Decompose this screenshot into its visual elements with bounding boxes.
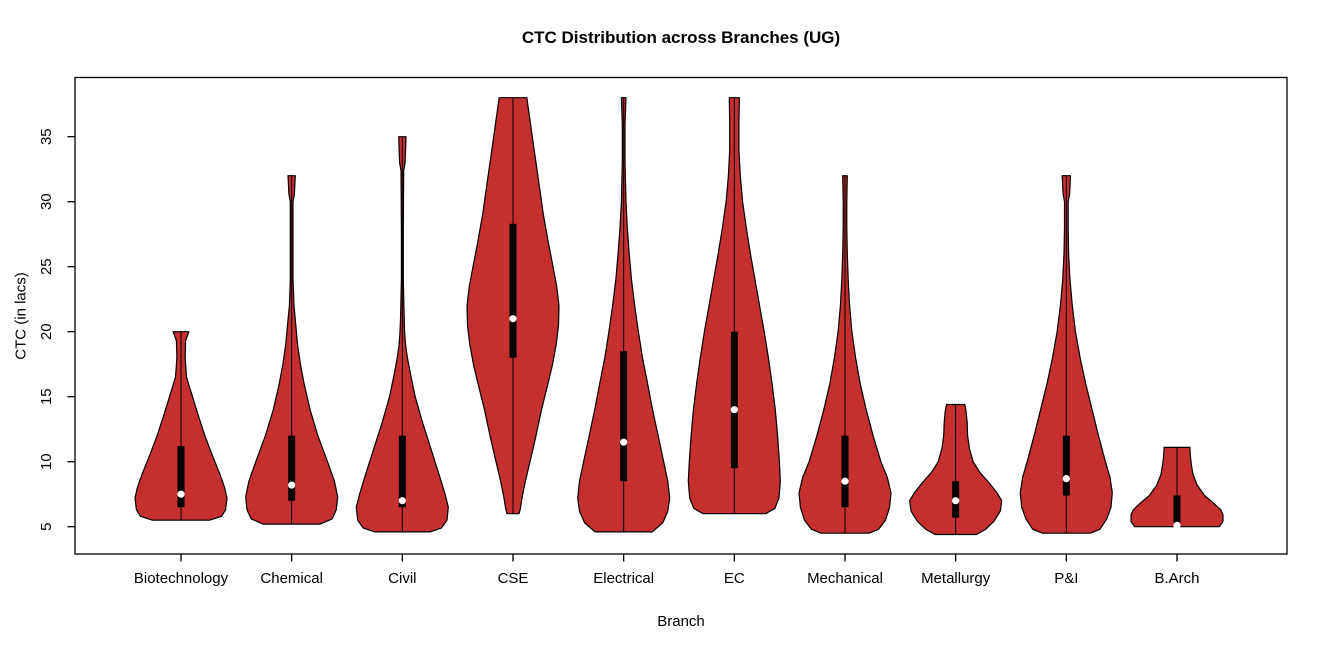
violin-ec (687, 97, 781, 515)
violin-b-arch (1130, 446, 1224, 530)
iqr-box (841, 435, 849, 508)
y-axis-title: CTC (in lacs) (12, 272, 30, 360)
violin-cse (466, 97, 560, 515)
y-tick-label: 30 (38, 193, 55, 210)
x-tick-label: EC (724, 570, 745, 587)
x-tick-label: Metallurgy (921, 570, 991, 587)
y-tick-label: 10 (38, 453, 55, 470)
y-tick-label: 5 (38, 523, 55, 531)
x-tick-label: P&I (1054, 570, 1078, 587)
x-tick-label: CSE (498, 570, 529, 587)
violin-biotechnology (134, 331, 228, 521)
iqr-box (1173, 495, 1181, 523)
iqr-box (730, 331, 738, 469)
x-tick-label: Civil (388, 570, 416, 587)
iqr-box (177, 446, 185, 508)
x-tick-label: Mechanical (807, 570, 883, 587)
violin-p-i (1019, 175, 1113, 534)
iqr-box (509, 223, 517, 358)
iqr-box (620, 351, 628, 482)
median-dot (177, 490, 185, 498)
chart-title: CTC Distribution across Branches (UG) (521, 28, 841, 47)
violin-metallurgy (909, 403, 1003, 536)
violin-chemical (245, 175, 339, 525)
median-dot (730, 406, 738, 414)
median-dot (841, 477, 849, 485)
iqr-box (288, 435, 296, 501)
violin-electrical (577, 97, 671, 533)
x-tick-label: B.Arch (1154, 570, 1199, 587)
plot-border (74, 76, 1288, 555)
x-tick-label: Biotechnology (134, 570, 229, 587)
median-dot (509, 315, 517, 323)
x-tick-label: Electrical (593, 570, 654, 587)
iqr-box (1062, 435, 1070, 496)
x-tick-label: Chemical (260, 570, 323, 587)
y-tick-label: 15 (38, 388, 55, 405)
y-tick-label: 35 (38, 128, 55, 145)
median-dot (1062, 475, 1070, 483)
median-dot (952, 497, 960, 505)
median-dot (288, 481, 296, 489)
median-dot (620, 438, 628, 446)
y-tick-label: 25 (38, 258, 55, 275)
median-dot (1173, 521, 1181, 530)
violin-mechanical (798, 175, 892, 534)
violin-civil (355, 136, 449, 533)
y-tick-label: 20 (38, 323, 55, 340)
median-dot (398, 497, 406, 505)
iqr-box (398, 435, 406, 508)
x-axis-title: Branch (657, 613, 705, 630)
